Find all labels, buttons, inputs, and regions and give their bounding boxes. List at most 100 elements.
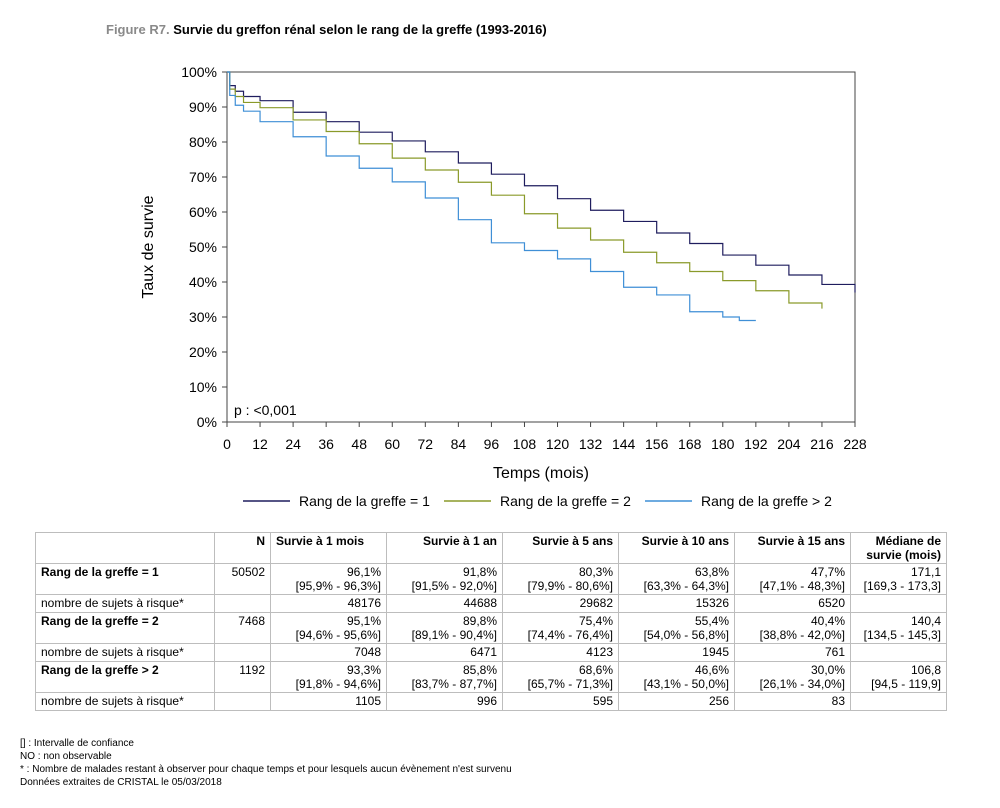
y-tick-label: 70% [189,169,217,185]
table-header-1-month: Survie à 1 mois [270,532,387,564]
risk-count [850,692,947,711]
survival-value: 40,4% [810,614,845,628]
risk-count: 4123 [502,643,619,662]
series-line-1 [227,71,856,293]
confidence-interval: [79,9% - 80,6%] [527,579,613,593]
table-header-1-year: Survie à 1 an [386,532,503,564]
risk-count: 1105 [270,692,387,711]
confidence-interval: [26,1% - 34,0%] [759,677,845,691]
confidence-interval: [47,1% - 48,3%] [759,579,845,593]
risk-label: nombre de sujets à risque* [35,692,215,711]
confidence-interval: [43,1% - 50,0%] [643,677,729,691]
x-tick-label: 132 [579,436,603,452]
table-header-n: N [214,532,271,564]
confidence-interval: [38,8% - 42,0%] [759,628,845,642]
x-tick-label: 12 [252,436,268,452]
risk-count: 996 [386,692,503,711]
table-header-5-years: Survie à 5 ans [502,532,619,564]
table-cell: 85,8% [83,7% - 87,7%] [386,661,503,693]
legend-label-1: Rang de la greffe = 1 [299,493,430,509]
table-cell: 93,3% [91,8% - 94,6%] [270,661,387,693]
y-tick-label: 40% [189,274,217,290]
x-tick-label: 192 [744,436,768,452]
x-tick-label: 108 [513,436,537,452]
survival-value: 30,0% [810,663,845,677]
survival-value: 75,4% [578,614,613,628]
footnote-risk: * : Nombre de malades restant à observer… [20,764,512,775]
risk-count [850,643,947,662]
risk-count: 595 [502,692,619,711]
table-cell: 40,4% [38,8% - 42,0%] [734,612,851,644]
survival-value: 85,8% [462,663,497,677]
table-cell: 55,4% [54,0% - 56,8%] [618,612,735,644]
y-tick-label: 50% [189,239,217,255]
survival-value: 89,8% [462,614,497,628]
table-cell: 89,8% [89,1% - 90,4%] [386,612,503,644]
p-value-annotation: p : <0,001 [234,402,297,418]
x-tick-label: 96 [484,436,500,452]
table-row-risk: nombre de sujets à risque* 7048 6471 4123 19… [35,643,947,662]
table-header-15-years: Survie à 15 ans [734,532,851,564]
x-tick-label: 120 [546,436,570,452]
table-cell: 91,8% [91,5% - 92,0%] [386,563,503,595]
footnotes: [] : Intervalle de confiance NO : non ob… [20,737,512,789]
series-line-2 [227,71,823,309]
table-cell-empty [214,594,271,613]
table-cell: 75,4% [74,4% - 76,4%] [502,612,619,644]
table-header-blank [35,532,215,564]
table-row-group: Rang de la greffe = 1 50502 96,1% [95,9% - … [35,563,947,595]
y-tick-label: 60% [189,204,217,220]
confidence-interval: [94,5 - 119,9] [871,677,941,691]
confidence-interval: [89,1% - 90,4%] [411,628,497,642]
y-axis-label: Taux de survie [140,195,157,298]
x-tick-label: 72 [418,436,434,452]
y-tick-label: 100% [181,64,217,80]
table-header-median: Médiane de survie (mois) [850,532,947,564]
legend-label-2: Rang de la greffe = 2 [500,493,631,509]
risk-count: 83 [734,692,851,711]
table-header-10-years: Survie à 10 ans [618,532,735,564]
y-tick-label: 10% [189,379,217,395]
risk-count: 7048 [270,643,387,662]
survival-value: 95,1% [346,614,381,628]
confidence-interval: [74,4% - 76,4%] [527,628,613,642]
risk-count: 44688 [386,594,503,613]
group-label: Rang de la greffe = 2 [35,612,215,644]
risk-count: 1945 [618,643,735,662]
confidence-interval: [169,3 - 173,3] [863,579,941,593]
table-cell: 47,7% [47,1% - 48,3%] [734,563,851,595]
plot-frame [226,71,856,423]
survival-value: 91,8% [462,565,497,579]
survival-value: 171,1 [910,565,941,579]
confidence-interval: [91,5% - 92,0%] [411,579,497,593]
figure-title: Figure R7. Survie du greffon rénal selon… [106,22,547,37]
table-row-group: Rang de la greffe > 2 1192 93,3% [91,8% - 9… [35,661,947,693]
x-tick-label: 48 [351,436,367,452]
survival-value: 140,4 [910,614,941,628]
table-cell: 63,8% [63,3% - 64,3%] [618,563,735,595]
table-cell: 68,6% [65,7% - 71,3%] [502,661,619,693]
confidence-interval: [134,5 - 145,3] [863,628,941,642]
table-cell: 95,1% [94,6% - 95,6%] [270,612,387,644]
x-tick-label: 204 [777,436,801,452]
risk-label: nombre de sujets à risque* [35,643,215,662]
survival-value: 80,3% [578,565,613,579]
y-tick-label: 90% [189,99,217,115]
x-tick-label: 0 [223,436,231,452]
risk-count: 29682 [502,594,619,613]
x-tick-label: 156 [645,436,669,452]
confidence-interval: [65,7% - 71,3%] [527,677,613,691]
x-tick-label: 144 [612,436,636,452]
risk-count: 6520 [734,594,851,613]
survival-value: 68,6% [578,663,613,677]
group-label: Rang de la greffe > 2 [35,661,215,693]
table-row-risk: nombre de sujets à risque* 1105 996 595 256 8… [35,692,947,711]
footnote-ci: [] : Intervalle de confiance [20,738,134,749]
table-cell-empty [214,692,271,711]
footnote-no: NO : non observable [20,751,112,762]
risk-label: nombre de sujets à risque* [35,594,215,613]
risk-count: 6471 [386,643,503,662]
table-cell-empty [214,643,271,662]
series-line-3 [227,71,756,322]
confidence-interval: [63,3% - 64,3%] [643,579,729,593]
